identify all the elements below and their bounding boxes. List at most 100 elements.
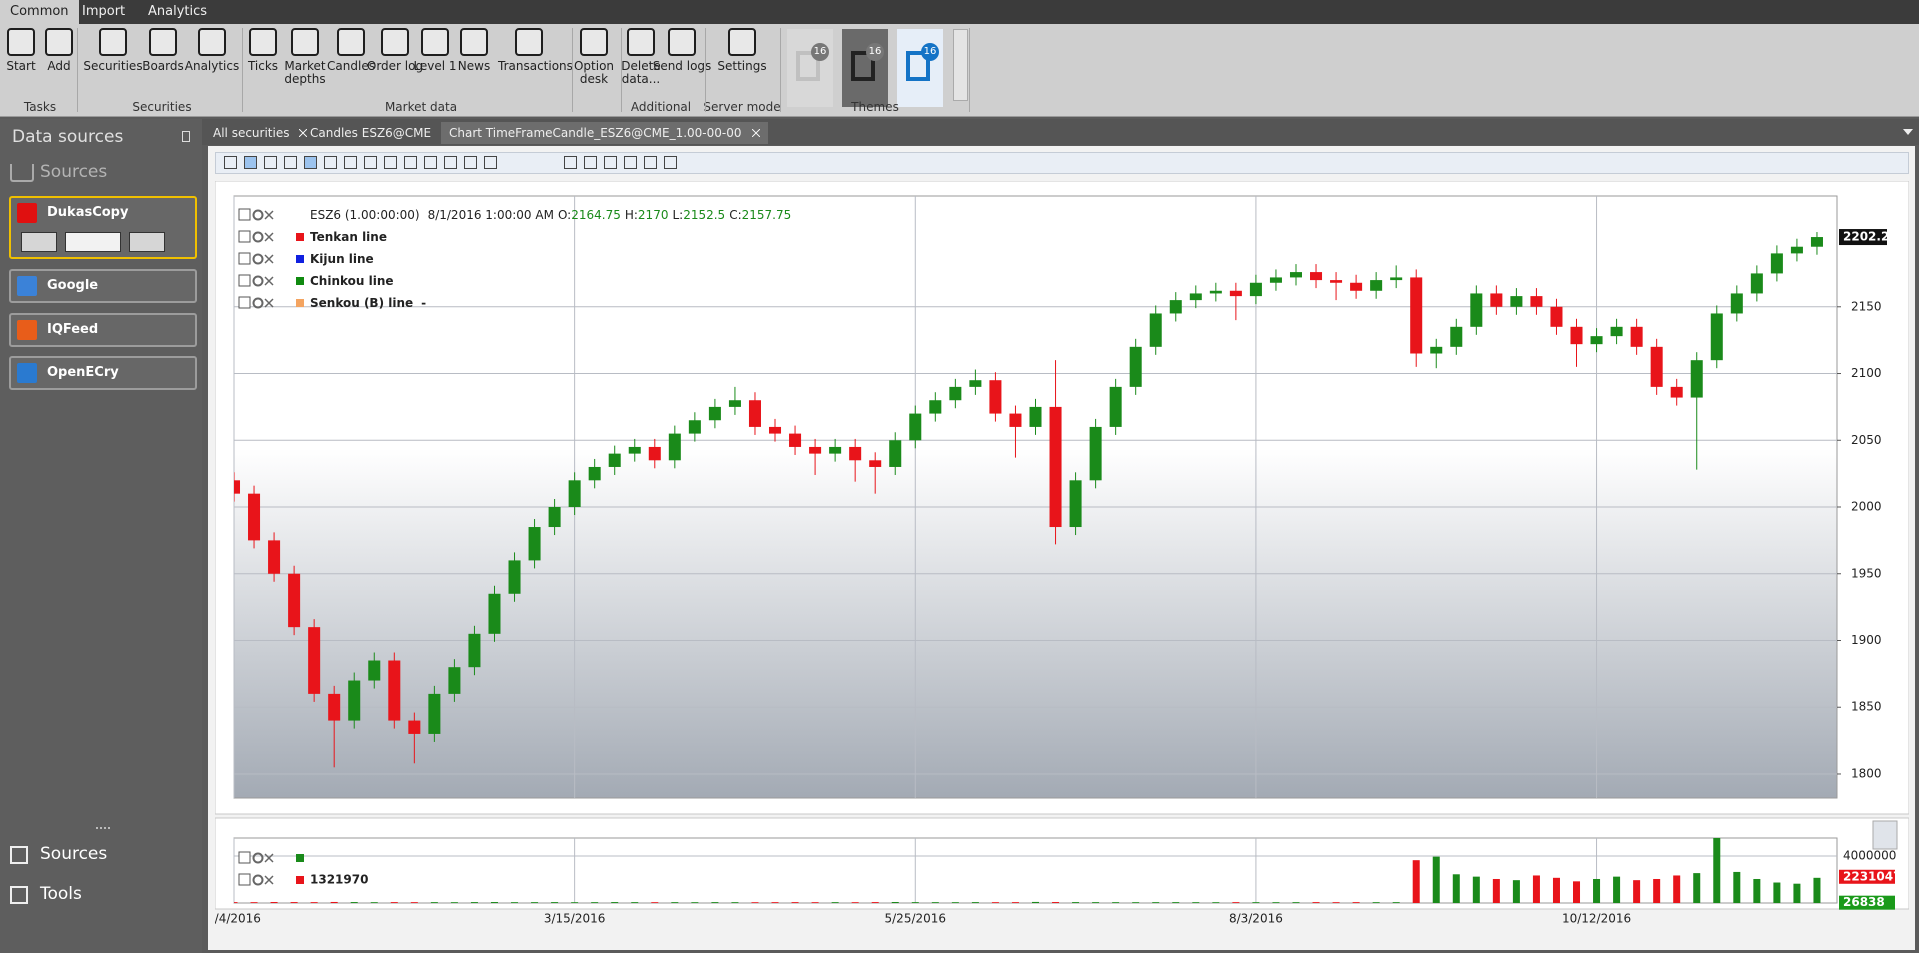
source-action[interactable] xyxy=(21,232,57,252)
toolbar-button[interactable] xyxy=(384,156,397,169)
toolbar-button[interactable] xyxy=(424,156,437,169)
theme-tile[interactable]: 16 xyxy=(897,29,943,107)
ribbon-button[interactable]: Candles xyxy=(320,28,382,73)
volume-bar xyxy=(1653,878,1661,903)
group-label: Themes xyxy=(851,100,899,114)
document-tabs: All securities Candles ESZ6@CME Chart Time… xyxy=(202,119,1919,145)
toolbar-button[interactable] xyxy=(444,156,457,169)
source-action[interactable] xyxy=(129,232,165,252)
toolbar-button[interactable] xyxy=(304,156,317,169)
y-tick-label: 1950 xyxy=(1851,566,1882,580)
button-icon xyxy=(249,28,277,56)
document-tab[interactable]: Chart TimeFrameCandle_ESZ6@CME_1.00-00-0… xyxy=(441,122,768,144)
group-separator xyxy=(621,28,622,112)
ribbon-button[interactable]: Order log xyxy=(364,28,426,73)
candle-body xyxy=(1750,273,1763,294)
candle-body xyxy=(1129,346,1142,387)
volume-bar xyxy=(330,901,338,903)
pin-icon[interactable] xyxy=(182,131,190,142)
candle-body xyxy=(608,453,621,467)
ribbon-button[interactable]: Option desk xyxy=(563,28,625,86)
legend-checkbox[interactable] xyxy=(238,230,251,243)
toolbar-button[interactable] xyxy=(564,156,577,169)
source-item[interactable]: Google xyxy=(9,269,197,303)
toolbar-button[interactable] xyxy=(224,156,237,169)
legend-checkbox[interactable] xyxy=(238,274,251,287)
candle-body xyxy=(1470,293,1483,327)
candle-body xyxy=(829,446,842,454)
ribbon-button[interactable]: Transactions xyxy=(498,28,573,73)
source-action[interactable] xyxy=(65,232,121,252)
toolbar-button[interactable] xyxy=(464,156,477,169)
toolbar-button[interactable] xyxy=(364,156,377,169)
tab-menu[interactable] xyxy=(1903,129,1913,135)
footer-item[interactable]: Sources xyxy=(40,844,108,864)
toolbar-button[interactable] xyxy=(324,156,337,169)
candle-body xyxy=(748,400,761,427)
toolbar-button[interactable] xyxy=(244,156,257,169)
legend-checkbox[interactable] xyxy=(238,208,251,221)
button-icon xyxy=(99,28,127,56)
theme-scroll[interactable] xyxy=(953,29,968,101)
toolbar-button[interactable] xyxy=(644,156,657,169)
toolbar-button[interactable] xyxy=(624,156,637,169)
document-tab[interactable]: Candles ESZ6@CME xyxy=(302,122,457,144)
legend-header-part: 2164.75 xyxy=(571,208,621,222)
candle-body xyxy=(1490,293,1503,307)
toolbar-button[interactable] xyxy=(664,156,677,169)
volume-plot-area xyxy=(233,837,1838,904)
ribbon-button[interactable]: Settings xyxy=(711,28,773,73)
ribbon-button[interactable]: Delete data... xyxy=(610,28,672,86)
ribbon-button[interactable]: Analytics xyxy=(181,28,243,73)
candle-body xyxy=(348,680,361,721)
legend-checkbox[interactable] xyxy=(238,252,251,265)
candle-body xyxy=(648,446,661,461)
ribbon-tab[interactable]: Analytics xyxy=(148,4,208,19)
ribbon-button[interactable]: Market depths xyxy=(274,28,336,86)
ribbon-button[interactable]: Securities xyxy=(82,28,144,73)
legend-remove xyxy=(264,875,274,885)
y-tick-label: 1900 xyxy=(1851,633,1882,647)
legend-remove xyxy=(264,210,274,220)
toolbar-button[interactable] xyxy=(344,156,357,169)
ribbon-button[interactable]: Start xyxy=(0,28,52,73)
source-item[interactable]: IQFeed xyxy=(9,313,197,347)
toolbar-button[interactable] xyxy=(584,156,597,169)
splitter[interactable] xyxy=(96,827,110,829)
theme-tile[interactable]: 16 xyxy=(842,29,888,107)
panel-buttons[interactable] xyxy=(1872,820,1898,850)
ribbon-tab[interactable]: Common xyxy=(0,0,79,24)
ribbon-button[interactable]: Add xyxy=(28,28,90,73)
legend-checkbox[interactable] xyxy=(238,873,251,886)
source-item[interactable]: DukasCopy xyxy=(9,196,197,259)
candle-body xyxy=(1510,296,1523,307)
ribbon-button[interactable]: Send logs xyxy=(651,28,713,73)
toolbar-button[interactable] xyxy=(604,156,617,169)
toolbar-button[interactable] xyxy=(284,156,297,169)
tab-close[interactable] xyxy=(299,129,308,137)
volume-bar xyxy=(1733,871,1741,903)
ribbon-button[interactable]: Boards xyxy=(132,28,194,73)
ribbon-tab[interactable]: Import xyxy=(82,4,126,19)
source-item[interactable]: OpenECry xyxy=(9,356,197,390)
ribbon-button[interactable]: Ticks xyxy=(232,28,294,73)
button-label: Candles xyxy=(327,59,375,73)
footer-item[interactable]: Tools xyxy=(40,884,82,904)
ribbon-button[interactable]: News xyxy=(443,28,505,73)
candle-body xyxy=(408,720,421,734)
volume-bar xyxy=(1673,875,1681,903)
legend-checkbox[interactable] xyxy=(238,851,251,864)
ribbon-button[interactable]: Level 1 xyxy=(404,28,466,73)
legend-checkbox[interactable] xyxy=(238,296,251,309)
toolbar-button[interactable] xyxy=(404,156,417,169)
toolbar-button[interactable] xyxy=(264,156,277,169)
theme-tile[interactable]: 16 xyxy=(787,29,833,107)
document-tab[interactable]: All securities xyxy=(205,122,315,144)
tab-close[interactable] xyxy=(751,129,760,137)
toolbar-button[interactable] xyxy=(484,156,497,169)
source-logo xyxy=(17,203,37,223)
candle-body xyxy=(1710,313,1723,361)
volume-marker-label: 26838 xyxy=(1843,895,1885,909)
volume-bar xyxy=(1773,882,1781,903)
legend-settings xyxy=(252,231,264,243)
